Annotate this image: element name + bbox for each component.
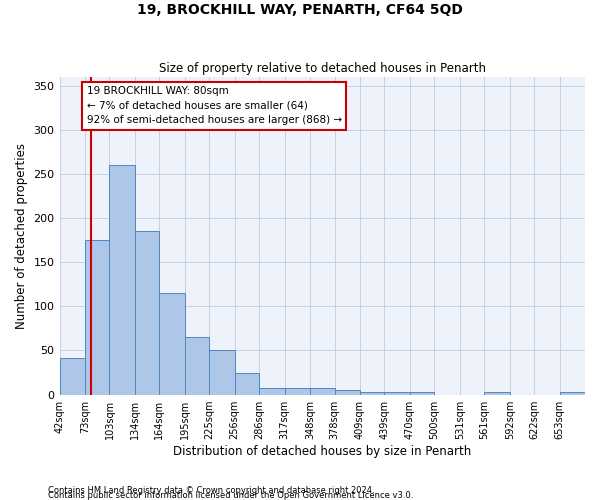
Bar bbox=[484, 392, 510, 394]
Y-axis label: Number of detached properties: Number of detached properties bbox=[15, 143, 28, 329]
Bar bbox=[310, 388, 335, 394]
Bar bbox=[410, 392, 434, 394]
Bar bbox=[235, 372, 259, 394]
Bar bbox=[135, 232, 160, 394]
X-axis label: Distribution of detached houses by size in Penarth: Distribution of detached houses by size … bbox=[173, 444, 472, 458]
Bar bbox=[185, 338, 209, 394]
Bar bbox=[209, 350, 235, 395]
Bar bbox=[160, 293, 185, 394]
Bar bbox=[284, 388, 310, 394]
Text: 19, BROCKHILL WAY, PENARTH, CF64 5QD: 19, BROCKHILL WAY, PENARTH, CF64 5QD bbox=[137, 2, 463, 16]
Bar bbox=[560, 392, 585, 394]
Text: Contains HM Land Registry data © Crown copyright and database right 2024.: Contains HM Land Registry data © Crown c… bbox=[48, 486, 374, 495]
Title: Size of property relative to detached houses in Penarth: Size of property relative to detached ho… bbox=[159, 62, 486, 74]
Bar bbox=[85, 240, 109, 394]
Text: 19 BROCKHILL WAY: 80sqm
← 7% of detached houses are smaller (64)
92% of semi-det: 19 BROCKHILL WAY: 80sqm ← 7% of detached… bbox=[86, 86, 341, 126]
Bar bbox=[335, 390, 360, 394]
Text: Contains public sector information licensed under the Open Government Licence v3: Contains public sector information licen… bbox=[48, 491, 413, 500]
Bar bbox=[59, 358, 85, 395]
Bar bbox=[385, 392, 410, 394]
Bar bbox=[109, 166, 135, 394]
Bar bbox=[360, 392, 385, 394]
Bar bbox=[259, 388, 284, 394]
